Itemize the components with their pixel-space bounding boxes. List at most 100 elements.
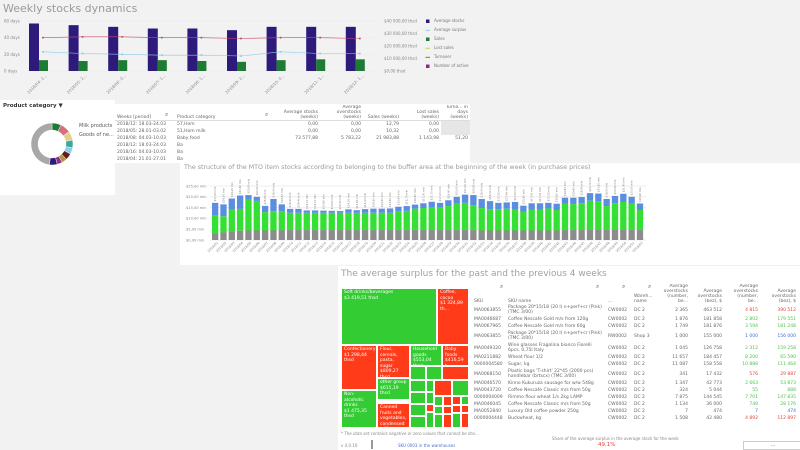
- stacked-bar-segment[interactable]: [336, 211, 344, 213]
- stacked-bar-segment[interactable]: [370, 230, 377, 240]
- treemap-tile[interactable]: Canned fruits and vegetables, condensed …: [377, 403, 410, 428]
- table-row[interactable]: MA0049320 Wine glasses Fragolina bianco F…: [472, 342, 800, 354]
- stacked-bar-segment[interactable]: [528, 203, 535, 210]
- stacked-bar-segment[interactable]: [261, 205, 269, 213]
- surplus-treemap[interactable]: Soft drinks/beverages $3 419,51 thsd Coffe…: [341, 288, 469, 428]
- stacked-bar-segment[interactable]: [611, 203, 619, 230]
- stacked-bar-segment[interactable]: [212, 233, 219, 240]
- stacked-bar-segment[interactable]: [478, 198, 485, 209]
- treemap-tile[interactable]: [434, 380, 452, 396]
- stacked-bar-segment[interactable]: [345, 212, 352, 231]
- stacked-bar-segment[interactable]: [295, 230, 302, 240]
- turnover-point[interactable]: [121, 35, 124, 38]
- stacked-bar-segment[interactable]: [278, 204, 285, 212]
- average-stocks-bar[interactable]: [227, 30, 237, 72]
- stacked-bar-segment[interactable]: [261, 212, 269, 231]
- stacked-bar-segment[interactable]: [553, 209, 560, 231]
- column-header[interactable]: Turno... in days (weeks): [445, 105, 468, 120]
- treemap-tile[interactable]: [461, 396, 469, 405]
- stacked-bar-segment[interactable]: [628, 229, 635, 240]
- stacked-bar-segment[interactable]: [353, 230, 360, 240]
- stacked-bar-segment[interactable]: [420, 203, 427, 209]
- stacked-bar-segment[interactable]: [345, 230, 352, 240]
- stacked-bar-segment[interactable]: [328, 212, 335, 231]
- treemap-tile[interactable]: [461, 413, 469, 428]
- turnover-point[interactable]: [279, 36, 282, 39]
- treemap-tile[interactable]: [434, 396, 443, 406]
- stacked-bar-segment[interactable]: [261, 230, 269, 240]
- table-row[interactable]: 2018/05: 28.01-03.02 51,Hom milk 0,00 0,00 1…: [115, 128, 470, 135]
- stacked-bar-segment[interactable]: [428, 201, 435, 208]
- stacked-bar-segment[interactable]: [361, 230, 369, 240]
- stacked-bar-segment[interactable]: [436, 202, 444, 208]
- average-surplus-point[interactable]: [42, 50, 44, 53]
- table-row[interactable]: MA0046687 Coffee Nescafe Gold m/s from 12…: [472, 316, 800, 323]
- stacked-bar-segment[interactable]: [636, 203, 644, 210]
- average-surplus-point[interactable]: [279, 50, 282, 53]
- treemap-tile[interactable]: [443, 396, 452, 406]
- stacked-bar-segment[interactable]: [620, 229, 627, 240]
- stacked-bar-segment[interactable]: [620, 193, 627, 202]
- table-row[interactable]: MA0068150 Plastic bags 'T-shirt' 22*45 (2…: [472, 368, 800, 380]
- sales-bar[interactable]: [355, 59, 365, 71]
- stacked-bar-segment[interactable]: [495, 202, 502, 210]
- search-icon[interactable]: ⌕: [596, 284, 600, 290]
- stacked-bar-segment[interactable]: [536, 230, 544, 240]
- average-stocks-bar[interactable]: [266, 26, 277, 71]
- stacked-bar-segment[interactable]: [461, 230, 469, 240]
- stacked-bar-segment[interactable]: [453, 196, 460, 204]
- stacked-bar-segment[interactable]: [336, 230, 344, 240]
- table-row[interactable]: MA0052840 Luxury Old coffee powder 250g CW…: [472, 408, 800, 415]
- average-stocks-bar[interactable]: [108, 26, 119, 71]
- stacked-bar-segment[interactable]: [370, 212, 377, 231]
- stacked-bar-segment[interactable]: [595, 201, 602, 230]
- stacked-bar-segment[interactable]: [486, 201, 494, 210]
- column-header[interactable]: SKU name: [508, 299, 532, 304]
- stacked-bar-segment[interactable]: [320, 230, 327, 240]
- stacked-bar-segment[interactable]: [561, 203, 569, 231]
- stacked-bar-segment[interactable]: [470, 230, 477, 240]
- stacked-bar-segment[interactable]: [228, 231, 235, 240]
- category-donut-chart[interactable]: [26, 118, 78, 170]
- table-row[interactable]: 2018/04: 21.01-27.01 Ba: [115, 156, 470, 163]
- table-row[interactable]: MA0211882 Wheat flour 1/2 CW0002 DC 2 11 657…: [472, 354, 800, 361]
- table-row[interactable]: 0000004009 Rimmo flour wheat 1/s 2kg LAMP…: [472, 394, 800, 401]
- sales-bar[interactable]: [78, 61, 88, 71]
- search-icon[interactable]: ⌕: [648, 284, 652, 290]
- stacked-bar-segment[interactable]: [636, 230, 644, 240]
- average-stocks-bar[interactable]: [29, 23, 39, 72]
- stacked-bar-segment[interactable]: [561, 230, 569, 240]
- stacked-bar-segment[interactable]: [370, 208, 377, 213]
- stacked-bar-segment[interactable]: [311, 210, 319, 213]
- turnover-point[interactable]: [240, 37, 242, 40]
- stacked-bar-segment[interactable]: [495, 209, 502, 231]
- column-header[interactable]: Average overstocks (weeks): [336, 105, 361, 120]
- stacked-bar-segment[interactable]: [245, 195, 252, 200]
- table-row[interactable]: 0000004580 Sugar, kg CW0002 DC 2 11 087 158 5…: [472, 361, 800, 368]
- stacked-bar-segment[interactable]: [278, 211, 285, 231]
- stacked-bar-segment[interactable]: [220, 204, 227, 217]
- stacked-bar-segment[interactable]: [595, 193, 602, 202]
- stacked-bar-segment[interactable]: [212, 202, 219, 216]
- stacked-bar-segment[interactable]: [378, 212, 385, 231]
- stacked-bar-segment[interactable]: [503, 208, 510, 231]
- more-button[interactable]: ...: [743, 441, 800, 450]
- treemap-tile[interactable]: [434, 414, 443, 428]
- table-row[interactable]: 2018/12: 18.03-24.03 Ba: [115, 142, 470, 149]
- sales-bar[interactable]: [197, 61, 207, 71]
- stacked-bar-segment[interactable]: [536, 203, 544, 210]
- stacked-bar-segment[interactable]: [395, 230, 402, 240]
- treemap-tile[interactable]: [426, 392, 434, 404]
- column-header[interactable]: Average overstocks (bez), $: [771, 289, 796, 304]
- stacked-bar-segment[interactable]: [453, 203, 460, 231]
- average-stocks-bar[interactable]: [68, 25, 79, 71]
- stacked-bar-segment[interactable]: [253, 196, 260, 201]
- column-header[interactable]: ...: [608, 299, 613, 304]
- turnover-point[interactable]: [42, 36, 44, 39]
- treemap-tile[interactable]: [461, 405, 469, 413]
- table-row[interactable]: MA0063855 Package 20*15/18 (20 l) n+perf+…: [472, 330, 800, 342]
- average-stocks-bar[interactable]: [187, 28, 198, 72]
- stacked-bar-segment[interactable]: [236, 195, 244, 209]
- stacked-bar-segment[interactable]: [245, 199, 252, 231]
- column-header[interactable]: Average overstocks (bez), $: [697, 289, 722, 304]
